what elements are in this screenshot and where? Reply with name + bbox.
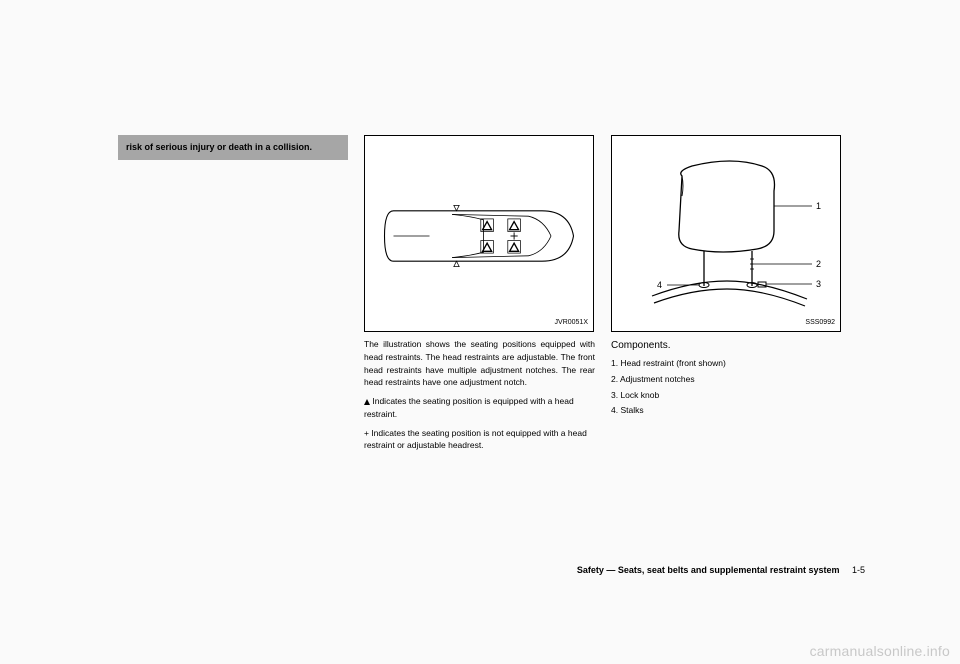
warning-box: risk of serious injury or death in a col…	[118, 135, 348, 160]
indicator-1: Indicates the seating position is equipp…	[364, 395, 595, 421]
page: risk of serious injury or death in a col…	[0, 0, 960, 664]
indicator-2: + Indicates the seating position is not …	[364, 427, 595, 453]
footer-section: Safety — Seats, seat belts and supplemen…	[577, 565, 840, 575]
footer: Safety — Seats, seat belts and supplemen…	[0, 565, 865, 575]
list-item: 2. Adjustment notches	[611, 373, 842, 386]
indicator-1-text: Indicates the seating position is equipp…	[364, 396, 574, 419]
svg-text:2: 2	[816, 259, 821, 269]
headrest-svg: 1 2 3 4	[612, 136, 840, 331]
components-title: Components.	[611, 338, 842, 353]
column-2: JVR0051X The illustration shows the seat…	[364, 135, 595, 555]
caption-text: The illustration shows the seating posit…	[364, 338, 595, 389]
svg-text:1: 1	[816, 201, 821, 211]
content-area: risk of serious injury or death in a col…	[110, 135, 850, 555]
list-item: 3. Lock knob	[611, 389, 842, 402]
figure-car-top: JVR0051X	[364, 135, 594, 332]
list-item: 1. Head restraint (front shown)	[611, 357, 842, 370]
list-item: 4. Stalks	[611, 404, 842, 417]
svg-text:4: 4	[657, 280, 662, 290]
car-top-svg	[365, 136, 593, 331]
figure-headrest: 1 2 3 4 SSS0992	[611, 135, 841, 332]
column-1: risk of serious injury or death in a col…	[118, 135, 348, 555]
footer-page: 1-5	[852, 565, 865, 575]
warning-text: risk of serious injury or death in a col…	[126, 142, 312, 152]
figure-label-1: JVR0051X	[555, 318, 588, 329]
components-list: 1. Head restraint (front shown) 2. Adjus…	[611, 357, 842, 417]
svg-text:3: 3	[816, 279, 821, 289]
column-3: 1 2 3 4 SSS0992 Components. 1. Head rest…	[611, 135, 842, 555]
figure-label-2: SSS0992	[805, 318, 835, 329]
watermark: carmanualsonline.info	[810, 643, 950, 659]
